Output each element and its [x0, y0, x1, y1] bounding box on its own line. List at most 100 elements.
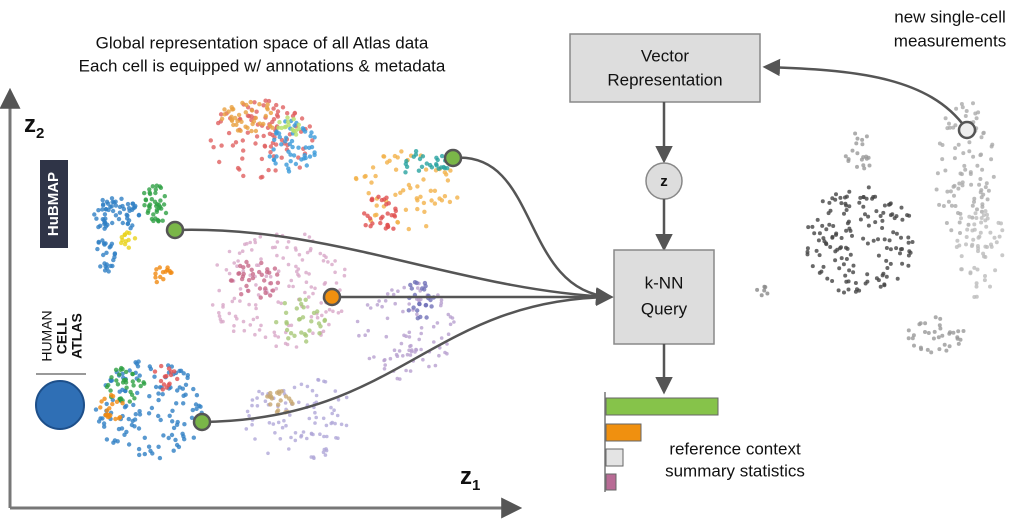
- cell-dot: [138, 383, 143, 389]
- cell-dot: [864, 134, 869, 139]
- cell-dot: [293, 132, 299, 137]
- cell-dot: [938, 316, 943, 321]
- cell-dot: [848, 252, 853, 257]
- cell-dot: [432, 188, 438, 193]
- cell-dot: [248, 323, 253, 327]
- cell-dot: [273, 161, 278, 166]
- cell-dot: [120, 401, 125, 406]
- cell-dot: [114, 378, 119, 383]
- cell-dot: [1000, 253, 1005, 258]
- cell-dot: [94, 216, 99, 221]
- cell-dot: [283, 310, 289, 315]
- cell-dot: [979, 209, 984, 214]
- cell-dot: [408, 369, 413, 373]
- cell-dot: [986, 188, 991, 193]
- cell-dot: [365, 213, 370, 218]
- cell-dot: [419, 297, 423, 302]
- cell-dot: [251, 317, 256, 322]
- cell-dot: [384, 334, 389, 339]
- cell-dot: [108, 204, 113, 210]
- cell-dot: [273, 168, 278, 173]
- cell-dot: [222, 107, 227, 112]
- cell-dot: [898, 247, 903, 252]
- cell-dot: [888, 261, 893, 266]
- cell-dot: [284, 320, 289, 325]
- cell-dot: [810, 224, 815, 229]
- cell-dot: [246, 277, 252, 283]
- cell-dot: [106, 269, 111, 274]
- cell-dot: [270, 288, 276, 293]
- cell-dot: [407, 330, 412, 335]
- cell-dot: [260, 392, 265, 396]
- cell-dot: [150, 184, 155, 189]
- cell-dot: [888, 201, 893, 206]
- cell-dot: [379, 197, 385, 203]
- cell-dot: [435, 321, 440, 325]
- cell-dot: [175, 419, 180, 425]
- cell-dot: [258, 175, 264, 180]
- cell-dot: [297, 165, 302, 170]
- cell-dot: [122, 242, 128, 247]
- cell-dot: [908, 250, 913, 255]
- cell-dot: [270, 125, 275, 130]
- cell-dot: [944, 348, 949, 353]
- cell-dot: [110, 401, 115, 407]
- cell-dot: [307, 416, 312, 421]
- cell-dot: [222, 112, 227, 117]
- cell-dot: [241, 173, 246, 179]
- cell-dot: [263, 113, 268, 119]
- cell-dot: [257, 102, 262, 107]
- cell-dot: [308, 133, 313, 139]
- cell-dot: [153, 271, 158, 276]
- cell-dot: [972, 265, 977, 270]
- cell-dot: [392, 348, 397, 353]
- cell-dot: [286, 240, 291, 244]
- cell-dot: [755, 287, 760, 292]
- input-label: new single-cell: [894, 7, 1006, 26]
- cell-dot: [958, 171, 963, 176]
- cell-dot: [333, 259, 337, 263]
- cell-dot: [855, 164, 859, 169]
- cell-dot: [236, 259, 240, 263]
- cell-dot: [182, 422, 187, 427]
- cell-dot: [321, 416, 326, 421]
- cell-dot: [108, 263, 113, 269]
- cell-dot: [276, 125, 281, 130]
- cell-dot: [288, 159, 293, 164]
- cell-dot: [124, 230, 130, 235]
- cell-dot: [283, 341, 288, 346]
- cell-dot: [307, 154, 313, 159]
- cell-dot: [116, 216, 122, 222]
- summary-bar: [605, 423, 642, 442]
- cell-dot: [382, 358, 386, 363]
- cell-dot: [806, 225, 811, 230]
- cell-dot: [227, 311, 232, 316]
- cell-dot: [363, 333, 368, 338]
- cell-dot: [162, 194, 167, 199]
- cell-dot: [315, 309, 320, 314]
- cell-dot: [288, 413, 292, 417]
- cell-dot: [277, 134, 282, 140]
- cell-dot: [428, 188, 433, 193]
- cell-dot: [952, 156, 957, 161]
- cell-dot: [894, 246, 899, 251]
- cell-dot: [975, 244, 980, 248]
- cell-dot: [305, 250, 310, 255]
- cell-dot: [980, 204, 985, 209]
- cell-dot: [302, 153, 307, 158]
- cell-dot: [282, 418, 286, 423]
- cell-dot: [407, 302, 412, 306]
- cell-dot: [395, 219, 400, 225]
- cell-dot: [318, 251, 323, 256]
- cell-dot: [276, 335, 281, 339]
- cell-dot: [130, 379, 135, 384]
- cell-dot: [817, 270, 822, 275]
- cell-dot: [979, 216, 984, 220]
- cell-dot: [303, 333, 309, 338]
- cell-dot: [309, 455, 314, 459]
- cell-dot: [304, 280, 309, 285]
- cell-dot: [289, 323, 294, 328]
- cell-dot: [855, 136, 860, 141]
- cell-dot: [964, 109, 969, 113]
- cell-dot: [264, 269, 270, 275]
